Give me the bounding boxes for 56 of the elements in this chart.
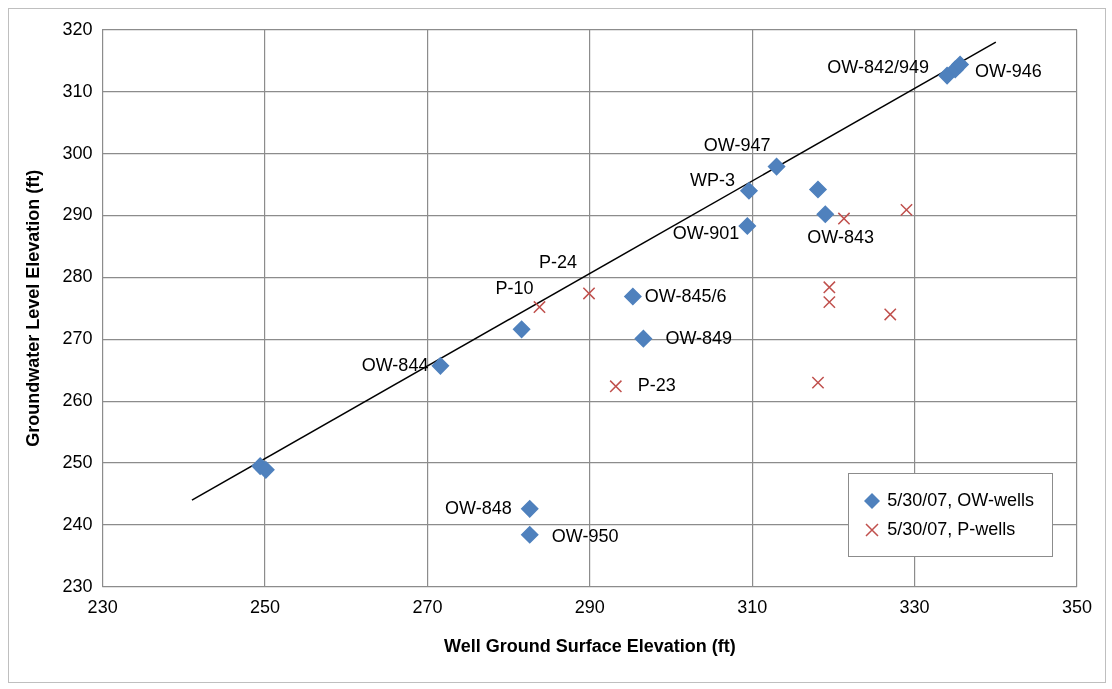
x-tick-label: 270 <box>412 596 443 617</box>
point <box>512 320 531 339</box>
point <box>822 295 836 309</box>
y-tick-label: 290 <box>62 204 93 225</box>
annotation: OW-950 <box>551 525 619 546</box>
point <box>431 357 450 375</box>
annotation: P-23 <box>637 375 676 396</box>
point <box>582 287 596 300</box>
point <box>634 329 653 348</box>
annotation: OW-844 <box>361 354 429 375</box>
x-tick-label: 250 <box>250 596 281 617</box>
x-tick-label: 350 <box>1061 596 1093 617</box>
annotation: OW-842/949 <box>827 56 930 77</box>
point <box>822 280 836 294</box>
annotation: OW-849 <box>665 327 733 348</box>
point <box>837 212 851 225</box>
y-tick-label: 230 <box>62 575 93 596</box>
point <box>738 217 757 235</box>
point <box>533 300 546 314</box>
x-tick-label: 330 <box>899 596 930 617</box>
point <box>740 181 758 200</box>
y-tick-label: 240 <box>62 513 93 534</box>
x-tick-label: 310 <box>737 596 768 617</box>
y-tick-label: 300 <box>62 142 93 163</box>
point <box>520 526 539 544</box>
annotation: OW-843 <box>807 227 874 248</box>
point <box>520 500 539 518</box>
y-tick-label: 320 <box>62 18 93 39</box>
annotation: OW-947 <box>703 134 771 155</box>
annotation: P-24 <box>538 252 577 273</box>
point <box>951 55 969 74</box>
point <box>811 376 825 389</box>
annotation: OW-845/6 <box>644 285 727 306</box>
point <box>816 205 835 223</box>
y-tick-label: 310 <box>62 80 93 101</box>
x-axis-title: Well Ground Surface Elevation (ft) <box>443 636 736 657</box>
y-tick-label: 250 <box>62 451 93 472</box>
point <box>900 203 913 217</box>
y-axis-title: Groundwater Level Elevation (ft) <box>22 169 43 447</box>
legend-label: 5/30/07, OW-wells <box>887 490 1034 511</box>
y-tick-label: 270 <box>62 328 93 349</box>
point <box>809 180 827 199</box>
point <box>767 157 786 176</box>
point <box>883 308 897 321</box>
y-tick-label: 260 <box>62 390 93 411</box>
x-tick-label: 290 <box>574 596 605 617</box>
x-tick-label: 230 <box>87 596 118 617</box>
y-tick-label: 280 <box>62 266 93 287</box>
annotation: OW-848 <box>445 497 512 518</box>
point <box>609 379 623 393</box>
annotation: OW-946 <box>975 61 1042 82</box>
legend-label: 5/30/07, P-wells <box>887 519 1016 540</box>
annotation: WP-3 <box>689 169 735 190</box>
annotation: OW-901 <box>672 222 740 243</box>
point <box>624 287 642 306</box>
annotation: P-10 <box>495 278 534 299</box>
